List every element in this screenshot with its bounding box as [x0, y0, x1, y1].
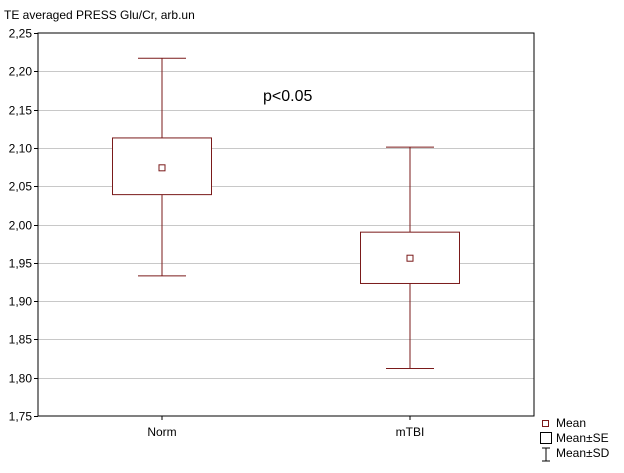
- legend: Mean Mean±SE Mean±SD: [540, 416, 610, 462]
- legend-mean-label: Mean: [556, 416, 586, 430]
- y-tick-label: 1,80: [9, 372, 33, 386]
- x-tick-label: mTBI: [396, 425, 425, 439]
- legend-se-icon: [540, 432, 552, 444]
- x-tick-label: Norm: [147, 425, 176, 439]
- y-tick-label: 1,90: [9, 295, 33, 309]
- legend-se-label: Mean±SE: [556, 431, 609, 445]
- y-tick-label: 2,05: [9, 180, 33, 194]
- box-mtbi: [360, 146, 460, 370]
- y-tick-label: 2,10: [9, 142, 33, 156]
- legend-sd-label: Mean±SD: [556, 446, 610, 460]
- mean-marker: [158, 164, 166, 172]
- y-axis: 1,75 1,80 1,85 1,90 1,95 2,00 2,05 2,10 2,15 2,20…: [9, 27, 425, 440]
- y-tick-label: 2,25: [9, 27, 33, 41]
- y-tick-label: 2,20: [9, 65, 33, 79]
- box-norm: [112, 57, 212, 277]
- plot-area: [112, 57, 460, 370]
- significance-annotation: p<0.05: [263, 88, 312, 105]
- legend-mean-icon: [542, 420, 549, 427]
- legend-sd-icon: [542, 447, 550, 462]
- gridlines: [38, 71, 534, 379]
- y-tick-label: 1,85: [9, 333, 33, 347]
- y-tick-label: 2,00: [9, 219, 33, 233]
- chart-title: TE averaged PRESS Glu/Cr, arb.un: [4, 8, 195, 22]
- mean-marker: [406, 254, 414, 262]
- y-tick-label: 2,15: [9, 104, 33, 118]
- plot-frame: [37, 32, 535, 417]
- y-tick-label: 1,95: [9, 257, 33, 271]
- y-tick-label: 1,75: [9, 410, 33, 424]
